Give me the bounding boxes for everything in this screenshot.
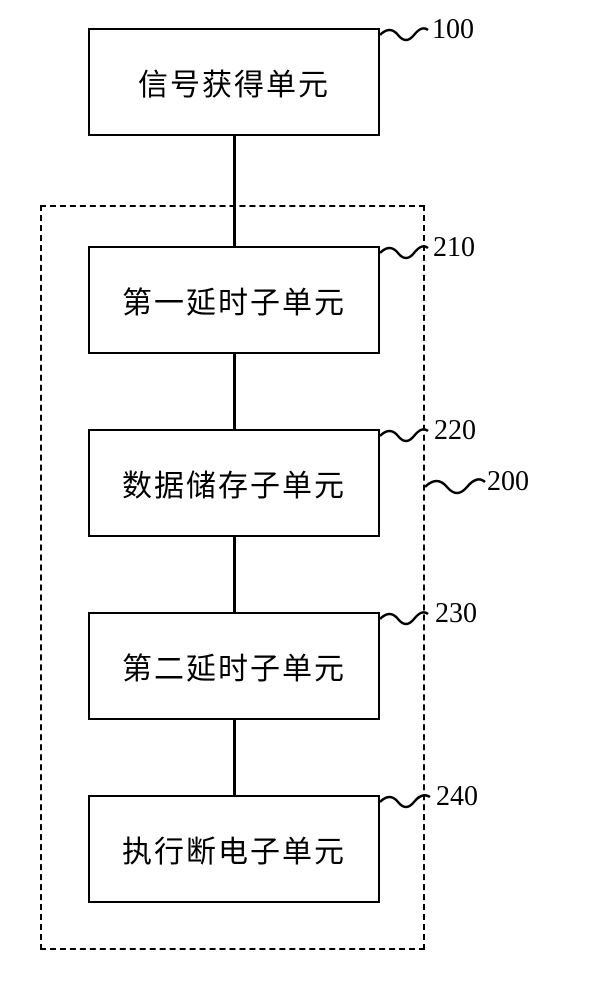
ref-230: 230 (435, 598, 477, 630)
node-100: 信号获得单元 (88, 28, 380, 136)
edge-230-240 (233, 720, 236, 795)
node-100-label: 信号获得单元 (138, 60, 330, 104)
block-diagram: 信号获得单元 第一延时子单元 数据储存子单元 第二延时子单元 执行断电子单元 1… (0, 0, 589, 1000)
callout-210 (380, 238, 435, 278)
callout-230 (380, 604, 435, 644)
node-240: 执行断电子单元 (88, 795, 380, 903)
callout-220 (380, 421, 435, 461)
node-210-label: 第一延时子单元 (122, 278, 346, 322)
node-240-label: 执行断电子单元 (122, 827, 346, 871)
ref-220: 220 (434, 415, 476, 447)
callout-100 (380, 20, 435, 60)
ref-100: 100 (432, 14, 474, 46)
node-210: 第一延时子单元 (88, 246, 380, 354)
callout-240 (380, 787, 438, 827)
ref-200: 200 (487, 466, 529, 498)
node-230: 第二延时子单元 (88, 612, 380, 720)
node-220-label: 数据储存子单元 (122, 461, 346, 505)
callout-200 (425, 472, 490, 512)
edge-100-210 (233, 136, 236, 246)
ref-210: 210 (433, 232, 475, 264)
node-220: 数据储存子单元 (88, 429, 380, 537)
ref-240: 240 (436, 781, 478, 813)
edge-220-230 (233, 537, 236, 612)
edge-210-220 (233, 354, 236, 429)
node-230-label: 第二延时子单元 (122, 644, 346, 688)
